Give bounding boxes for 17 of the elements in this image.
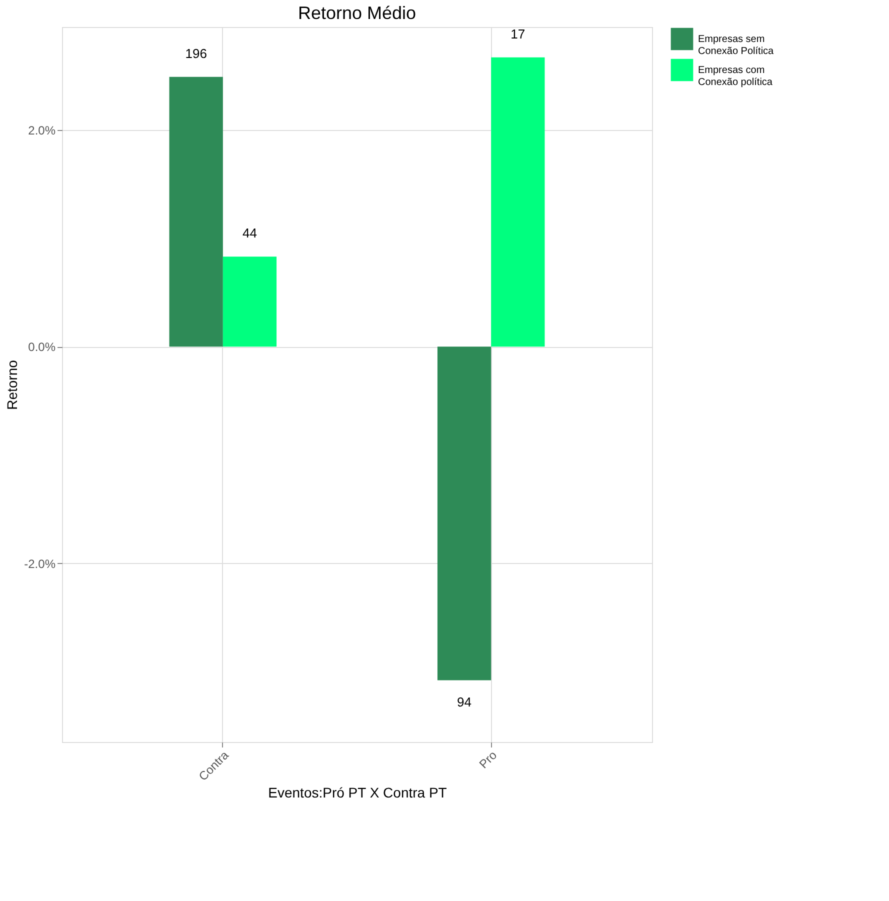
chart-title: Retorno Médio	[298, 3, 416, 23]
y-tick-label: 0.0%	[28, 340, 56, 354]
legend-label: Empresas com Conexão política	[698, 65, 773, 88]
y-tick-label: -2.0%	[24, 556, 56, 571]
bar	[491, 57, 545, 347]
x-tick-label: Pro	[476, 748, 500, 772]
bar	[222, 256, 277, 347]
bar	[437, 346, 492, 680]
y-tick-label: 2.0%	[28, 123, 56, 138]
x-axis-title: Eventos:Pró PT X Contra PT	[268, 784, 448, 801]
legend-label: Empresas sem Conexão Política	[698, 34, 774, 57]
annotation: 44	[242, 226, 257, 241]
annotation: 17	[510, 26, 526, 42]
annotation: 94	[457, 694, 472, 710]
y-axis-title: Retorno	[4, 360, 20, 410]
annotation: 196	[185, 46, 207, 61]
bar	[169, 76, 223, 347]
